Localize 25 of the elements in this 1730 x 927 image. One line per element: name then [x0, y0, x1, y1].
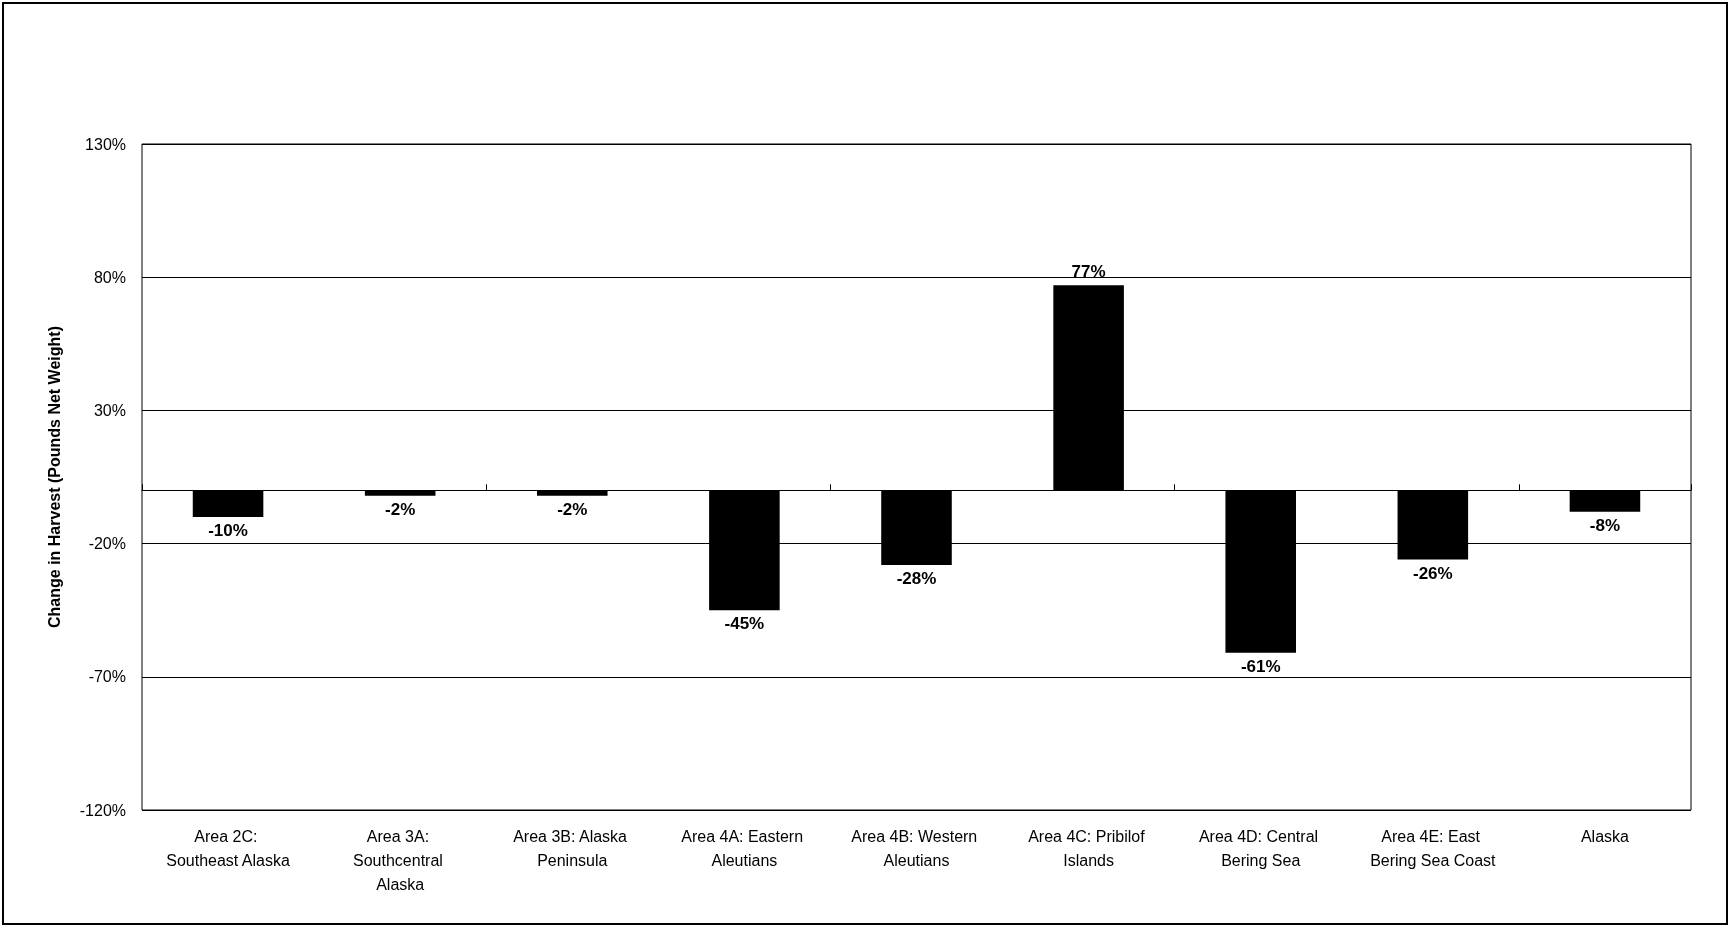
data-label: -8%	[1589, 515, 1621, 535]
data-label: -61%	[1240, 656, 1281, 676]
y-tick-label: 30%	[93, 401, 126, 419]
x-tick-label: Area 4C: Pribilof Islands	[1028, 827, 1150, 869]
y-axis-title: Change in Harvest (Pounds Net Weight)	[45, 326, 63, 628]
y-tick-label: 80%	[93, 268, 126, 286]
data-label: -2%	[385, 499, 416, 519]
y-tick-label: -120%	[79, 801, 126, 819]
x-tick-label: Area 2C: Southeast Alaska	[166, 827, 290, 869]
data-label: -28%	[896, 568, 937, 588]
y-tick-label: 130%	[85, 135, 126, 153]
x-tick-label: Area 4A: Eastern Aleutians	[681, 827, 808, 869]
y-tick-label: -20%	[88, 535, 126, 553]
data-label: -10%	[208, 520, 248, 540]
x-tick-label: Area 3B: Alaska Peninsula	[513, 827, 632, 869]
x-tick-label: Area 4B: Western Aleutians	[851, 827, 982, 869]
data-label: -26%	[1412, 563, 1453, 583]
x-tick-label: Area 4D: Central Bering Sea	[1198, 827, 1323, 869]
x-tick-label: Area 3A: Southcentral Alaska	[353, 827, 448, 893]
data-label: 77%	[1071, 262, 1106, 282]
y-tick-label: -70%	[88, 668, 126, 686]
data-label: -2%	[557, 499, 588, 519]
data-label: -45%	[724, 614, 765, 634]
x-tick-label: Area 4E: East Bering Sea Coast	[1370, 827, 1497, 869]
x-tick-label: Alaska	[1580, 827, 1630, 845]
